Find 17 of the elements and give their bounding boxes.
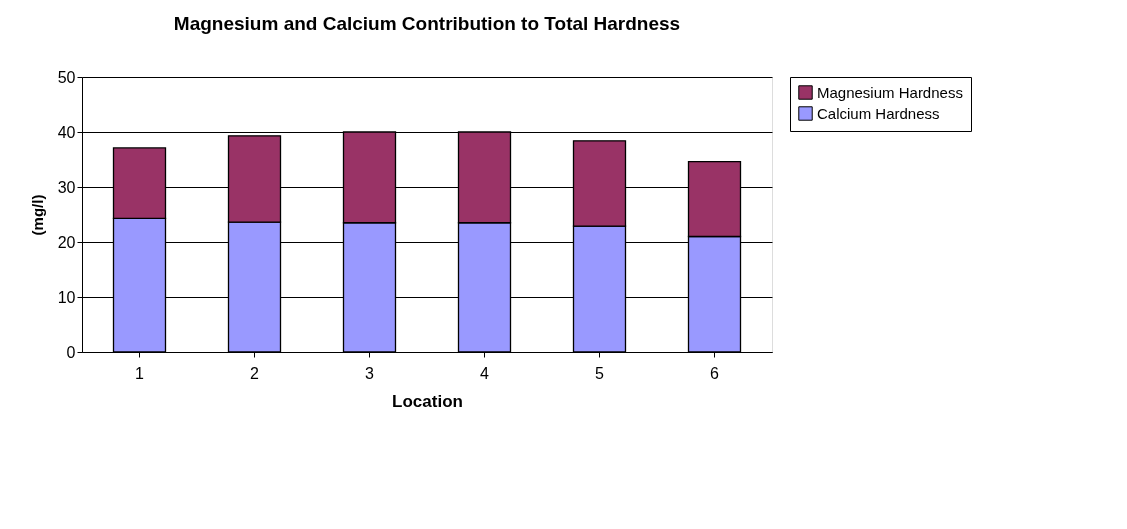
legend-label: Calcium Hardness [817, 104, 940, 122]
y-tick-label: 20 [57, 233, 76, 251]
y-tick-label: 30 [57, 178, 76, 196]
y-axis-title: (mg/l) [28, 194, 46, 236]
chart-title: Magnesium and Calcium Contribution to Total Hardness [173, 13, 681, 34]
x-tick-label: 4 [480, 364, 490, 382]
legend-label: Magnesium Hardness [817, 83, 963, 101]
x-axis-title: Location [392, 391, 463, 411]
y-tick-label: 40 [57, 123, 76, 141]
x-tick-label: 2 [250, 364, 260, 382]
x-tick-label: 1 [135, 364, 145, 382]
x-tick-label: 6 [710, 364, 720, 382]
x-tick-label: 3 [365, 364, 375, 382]
y-tick-label: 0 [66, 343, 76, 361]
x-tick-label: 5 [595, 364, 605, 382]
y-tick-label: 50 [57, 68, 76, 86]
y-tick-label: 10 [57, 288, 76, 306]
